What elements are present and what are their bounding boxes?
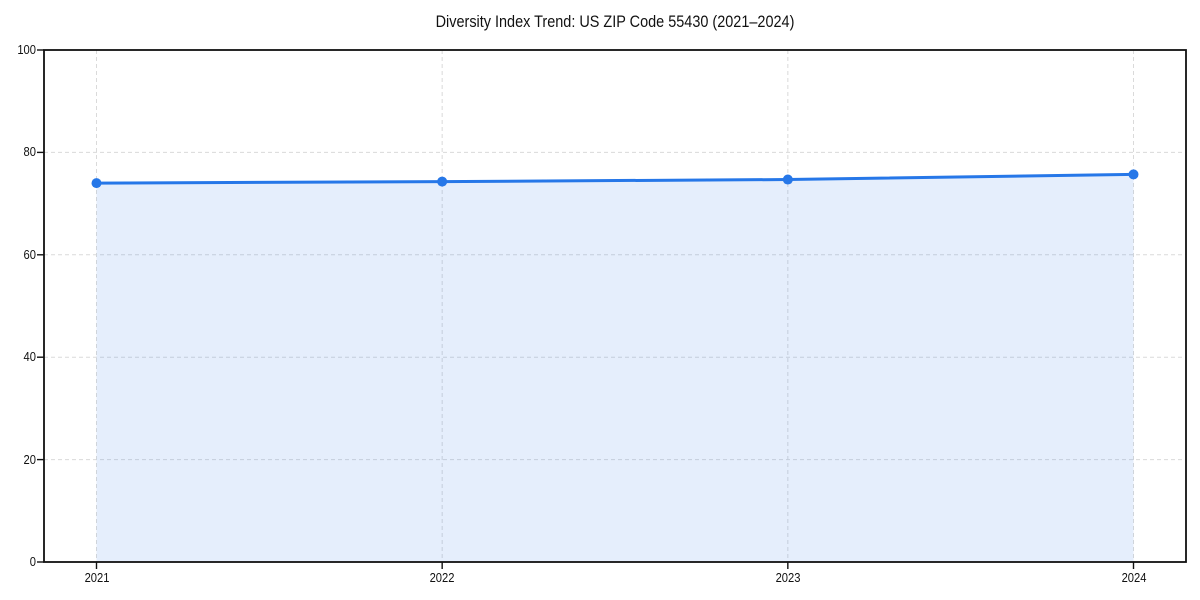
y-tick-label-0: 0 — [29, 554, 36, 569]
data-point-2021 — [91, 178, 102, 189]
area-fill — [96, 174, 1134, 562]
x-tick-label-2023: 2023 — [775, 570, 801, 585]
chart-title: Diversity Index Trend: US ZIP Code 55430… — [435, 12, 795, 31]
data-point-2023 — [782, 174, 793, 185]
data-point-2022 — [437, 176, 448, 187]
y-tick-label-20: 20 — [23, 451, 36, 467]
y-tick-label-100: 100 — [17, 42, 36, 57]
y-tick-label-80: 80 — [23, 144, 36, 160]
x-tick-label-2024: 2024 — [1121, 570, 1146, 585]
plot-border — [43, 49, 1187, 563]
x-tick-label-2021: 2021 — [84, 570, 109, 585]
y-tick-label-40: 40 — [23, 349, 36, 365]
trend-line — [95, 172, 1135, 185]
x-tick-label-2022: 2022 — [429, 570, 455, 585]
data-point-2024 — [1128, 169, 1139, 180]
y-tick-label-60: 60 — [23, 246, 36, 262]
